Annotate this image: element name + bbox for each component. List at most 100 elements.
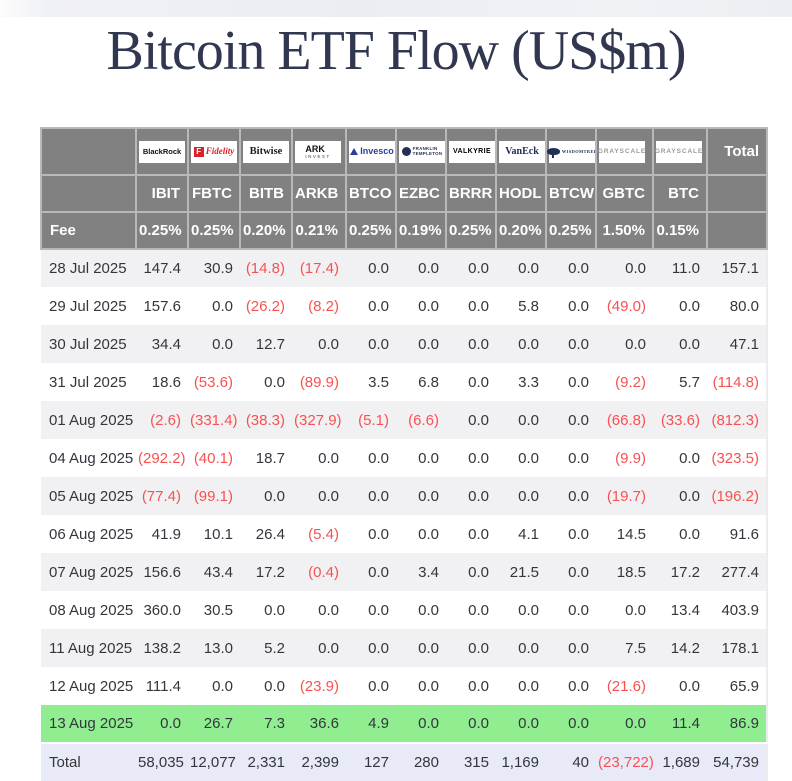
flow-value: 0.0: [518, 677, 539, 695]
row-total-value: (323.5): [711, 449, 759, 467]
flow-value: 0.0: [653, 477, 707, 516]
ticker-cell: BTCW: [545, 174, 597, 214]
flow-value: 7.5: [596, 629, 653, 668]
fee-total-empty: [706, 211, 768, 251]
flow-value: 0.0: [292, 477, 346, 516]
flow-value: (14.8): [240, 249, 292, 288]
flow-value: 4.1: [518, 525, 539, 543]
flow-value: (26.2): [245, 297, 285, 315]
table-header-tickers: IBIT FBTC BITB ARKB BTCO EZBC BRRR HODL BTCW GBTC…: [40, 174, 768, 214]
flow-value: (21.6): [606, 677, 646, 695]
logo-text-main: FRANKLIN: [412, 146, 438, 152]
flow-value: 0.0: [568, 601, 589, 619]
flow-value: (17.4): [292, 249, 346, 288]
row-label: 13 Aug 2025: [41, 705, 136, 744]
flow-value: 0.0: [188, 325, 240, 364]
flow-value: 58,035: [136, 742, 188, 781]
flow-value: 7.3: [240, 705, 292, 744]
flow-value: 0.0: [496, 401, 546, 440]
corner-cell: [40, 174, 137, 214]
flow-value: 0.0: [318, 449, 339, 467]
flow-value: 3.4: [396, 553, 446, 592]
flow-value: 0.0: [568, 525, 589, 543]
flow-value: 0.0: [496, 477, 546, 516]
flow-value: 0.0: [368, 601, 389, 619]
logo-text-main: ARK: [305, 143, 325, 154]
wisdomtree-logo: WISDOMTREE: [548, 140, 594, 163]
fee-cell: 0.25%: [345, 211, 397, 251]
row-total-value: (812.3): [707, 401, 767, 440]
window-top-strip: [0, 0, 792, 17]
flow-value: 0.0: [346, 553, 396, 592]
flow-value: 0.0: [368, 449, 389, 467]
logo-text-main: Invesco: [360, 146, 394, 157]
ticker-cell: HODL: [495, 174, 547, 214]
logo-text-main: Fidelity: [205, 146, 235, 157]
flow-value: (5.1): [346, 401, 396, 440]
row-total-value: 80.0: [729, 297, 759, 315]
flow-value: 0.0: [346, 249, 396, 288]
flow-value: 0.0: [596, 249, 653, 288]
fee-cell: 0.19%: [395, 211, 447, 251]
flow-value: 2,399: [292, 742, 346, 781]
flow-value: (77.4): [136, 477, 188, 516]
flow-value: 0.0: [264, 601, 285, 619]
etf-flow-table-container: BlackRock F Fidelity Bitwise ARK INVEST Invesc…: [40, 127, 768, 781]
flow-value: 0.0: [568, 297, 589, 315]
flow-value: 0.0: [446, 249, 496, 288]
provider-header-cell: Bitwise: [239, 127, 293, 177]
row-label: 06 Aug 2025: [49, 525, 134, 543]
flow-value: 5.2: [240, 629, 292, 668]
fidelity-logo: F Fidelity: [191, 140, 237, 163]
flow-value: 0.0: [468, 297, 489, 315]
provider-header-cell: GRAYSCALE: [652, 127, 708, 177]
flow-value: 0.0: [396, 629, 446, 668]
flow-value: 0.0: [446, 553, 496, 592]
row-total-value: 47.1: [707, 325, 767, 364]
flow-value: 0.0: [518, 601, 539, 619]
ticker-cell: FBTC: [187, 174, 241, 214]
flow-value: 0.0: [368, 525, 389, 543]
logo-text: ARK INVEST: [305, 143, 330, 160]
flow-value: (8.2): [308, 297, 339, 315]
logo-text-main: Bitwise: [249, 145, 283, 157]
flow-value: 40: [546, 742, 596, 781]
flow-value: 41.9: [151, 525, 181, 543]
flow-value: 138.2: [136, 629, 188, 668]
flow-value: 0.0: [418, 601, 439, 619]
flow-value: (9.9): [615, 449, 646, 467]
flow-value: 36.6: [292, 705, 346, 744]
flow-value: 0.0: [446, 629, 496, 668]
flow-value: (331.4): [188, 401, 240, 440]
flow-value: 0.0: [418, 449, 439, 467]
flow-value: 0.0: [568, 373, 589, 391]
table-row: 07 Aug 2025 156.6 43.4 17.2 (0.4) 0.0 3.4 0.0 21…: [41, 553, 767, 592]
flow-value: 0.0: [368, 297, 389, 315]
flow-value: (99.1): [188, 477, 240, 516]
valkyrie-logo: VALKYRIE: [449, 140, 494, 163]
flow-value: 157.6: [143, 297, 181, 315]
provider-header-cell: VanEck: [495, 127, 547, 177]
provider-header-cell: F Fidelity: [187, 127, 241, 177]
flow-value: 0.0: [346, 477, 396, 516]
flow-value: 0.0: [136, 705, 188, 744]
flow-value: 0.0: [346, 629, 396, 668]
flow-value: (5.4): [308, 525, 339, 543]
row-label: 05 Aug 2025: [41, 477, 136, 516]
flow-value: 5.8: [518, 297, 539, 315]
table-row: 28 Jul 2025 147.4 30.9 (14.8) (17.4) 0.0 0.0 0.…: [41, 249, 767, 288]
flow-value: (292.2): [138, 449, 186, 467]
flow-value: 0.0: [264, 677, 285, 695]
flow-value: 0.0: [496, 325, 546, 364]
ticker-cell: GBTC: [595, 174, 654, 214]
flow-value: (53.6): [193, 373, 233, 391]
flow-value: 0.0: [496, 705, 546, 744]
flow-value: (40.1): [193, 449, 233, 467]
flow-value: 0.0: [446, 325, 496, 364]
flow-value: 11.0: [653, 249, 707, 288]
flow-value: (2.6): [136, 401, 188, 440]
flow-value: 0.0: [518, 449, 539, 467]
flow-value: 0.0: [596, 705, 653, 744]
flow-value: 0.0: [212, 677, 233, 695]
fee-cell: 0.25%: [187, 211, 241, 251]
